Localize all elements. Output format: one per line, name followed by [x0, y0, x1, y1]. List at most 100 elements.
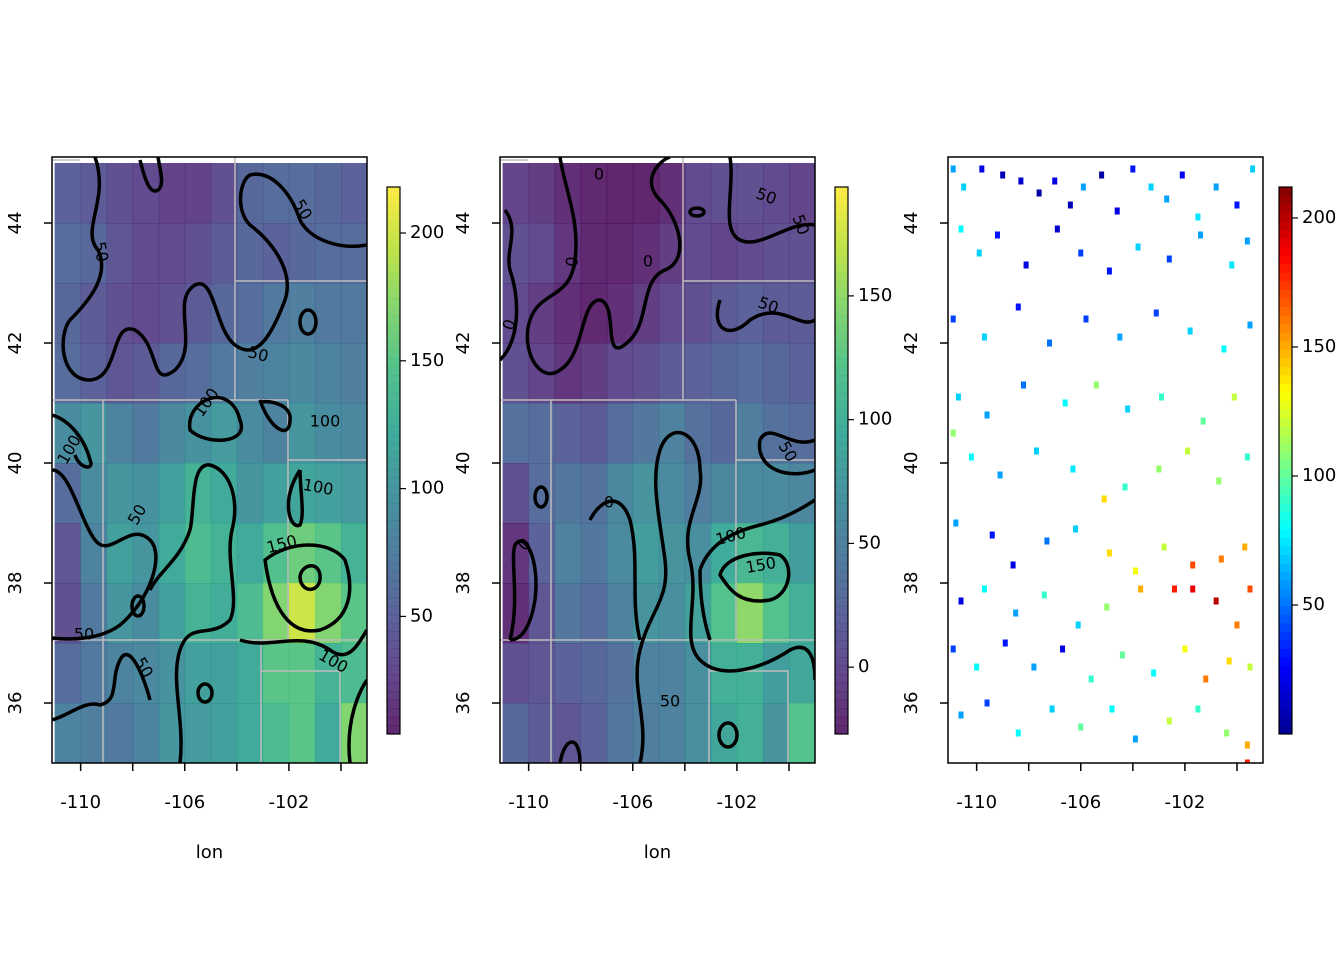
colorbar-step — [1279, 486, 1292, 496]
x-tick-label: -102 — [716, 792, 757, 813]
obs-cell — [958, 225, 964, 233]
colorbar-step — [835, 563, 848, 573]
heat-cell — [210, 643, 238, 704]
colorbar-tick-label: 150 — [858, 285, 892, 306]
contour-line — [500, 208, 519, 362]
heat-cell — [288, 163, 316, 224]
colorbar-step — [387, 494, 400, 504]
colorbar-step — [1279, 323, 1292, 333]
contour-line — [138, 157, 164, 193]
heat-cell — [580, 283, 608, 344]
colorbar-step — [835, 246, 848, 256]
heat-cell — [80, 223, 108, 284]
contour-label: 100 — [310, 412, 341, 431]
colorbar-step — [835, 409, 848, 419]
heat-cell — [658, 643, 686, 704]
colorbar-step — [387, 349, 400, 359]
colorbar-step — [1279, 340, 1292, 350]
colorbar-step — [387, 298, 400, 308]
colorbar-step — [387, 417, 400, 427]
heat-cell — [184, 343, 212, 404]
x-tick-label: -102 — [1164, 792, 1205, 813]
obs-cell — [1117, 333, 1123, 341]
obs-cell — [1182, 645, 1188, 653]
colorbar-step — [387, 246, 400, 256]
heat-cell — [788, 403, 815, 464]
obs-cell — [958, 597, 964, 605]
obs-cell — [994, 231, 1000, 239]
colorbar-step — [1279, 665, 1292, 675]
colorbar-step — [835, 665, 848, 675]
colorbar-step — [835, 631, 848, 641]
obs-cell — [1132, 567, 1138, 575]
heat-cell — [288, 703, 316, 763]
contour-line — [298, 308, 318, 336]
heat-cell — [710, 703, 738, 763]
colorbar-step — [387, 503, 400, 513]
colorbar-tick-label: 0 — [858, 656, 869, 677]
heat-cell — [158, 403, 186, 464]
colorbar-step — [1279, 554, 1292, 564]
heat-cell — [54, 643, 82, 704]
contour-line — [196, 682, 214, 704]
obs-cell — [1218, 555, 1224, 563]
heat-cell — [262, 643, 290, 704]
heat-cell — [762, 703, 790, 763]
colorbar-step — [387, 716, 400, 726]
colorbar-step — [1279, 212, 1292, 222]
obs-cell — [1187, 327, 1193, 335]
contour-line — [61, 157, 367, 382]
heat-cell — [736, 643, 764, 704]
heat-cell — [710, 463, 738, 524]
colorbar-step — [387, 554, 400, 564]
colorbar-step — [835, 204, 848, 214]
heat-cell — [736, 463, 764, 524]
colorbar-step — [835, 349, 848, 359]
colorbar-step — [387, 528, 400, 538]
heat-cell — [288, 403, 316, 464]
colorbar-step — [1279, 434, 1292, 444]
colorbar-step — [835, 340, 848, 350]
colorbar-step — [1279, 708, 1292, 718]
heat-cell — [736, 343, 764, 404]
colorbar-tick-label: 150 — [1302, 336, 1336, 357]
colorbar-step — [835, 588, 848, 598]
obs-cell — [1020, 381, 1026, 389]
colorbar-step — [387, 451, 400, 461]
colorbar-step — [387, 708, 400, 718]
heat-cell — [106, 583, 134, 644]
heat-cell — [658, 703, 686, 763]
heat-cell — [736, 283, 764, 344]
heat-cell — [658, 343, 686, 404]
heat-cell — [736, 583, 764, 644]
colorbar-step — [1279, 477, 1292, 487]
obs-cell — [1224, 729, 1230, 737]
colorbar-step — [835, 221, 848, 231]
heat-cell — [340, 403, 367, 464]
colorbar-step — [387, 187, 400, 196]
colorbar-step — [1279, 375, 1292, 384]
colorbar-step — [1279, 392, 1292, 402]
colorbar-step — [1279, 229, 1292, 239]
obs-cell — [1153, 309, 1159, 317]
heat-cell — [132, 223, 160, 284]
colorbar-step — [1279, 204, 1292, 214]
colorbar-step — [835, 605, 848, 615]
heat-cell — [632, 703, 660, 763]
colorbar-step — [387, 195, 400, 205]
heat-cell — [132, 463, 160, 524]
heat-cell — [554, 463, 582, 524]
heat-cell — [158, 583, 186, 644]
obs-cell — [950, 165, 956, 173]
colorbar-tick-label: 200 — [410, 222, 444, 243]
colorbar-step — [835, 289, 848, 299]
obs-cell — [1052, 177, 1058, 185]
heat-cell — [658, 223, 686, 284]
colorbar-step — [387, 383, 400, 393]
heat-cell — [262, 463, 290, 524]
obs-cell — [1234, 201, 1240, 209]
colorbar-step — [1279, 580, 1292, 590]
obs-cell — [1161, 543, 1167, 551]
colorbar-step — [835, 187, 848, 196]
heat-cell — [132, 703, 160, 763]
